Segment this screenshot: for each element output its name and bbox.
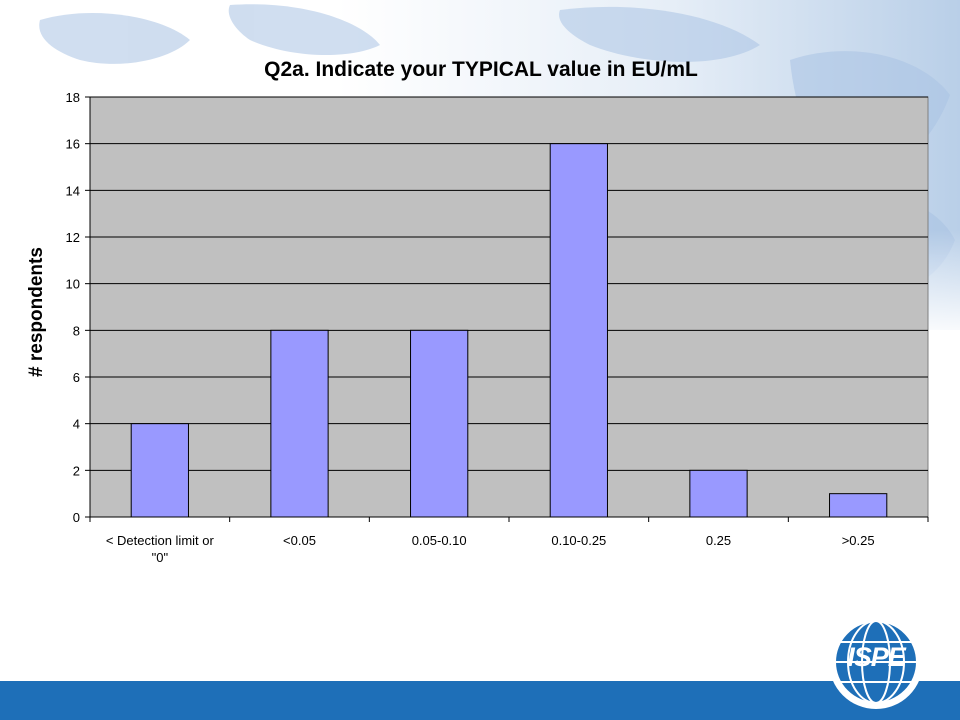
y-tick-label: 0: [73, 510, 80, 525]
bar: [410, 329, 469, 518]
x-tick-label-line: 0.05-0.10: [412, 533, 467, 548]
y-axis-label: # respondents: [26, 247, 47, 377]
x-tick-label: 0.25: [706, 533, 731, 548]
footer-bar: [0, 681, 960, 720]
y-tick-label: 2: [73, 463, 80, 478]
bar: [549, 143, 608, 518]
y-tick-label: 14: [66, 183, 80, 198]
ispe-logo: [829, 615, 923, 709]
y-tick-label: 8: [73, 323, 80, 338]
y-tick-label: 4: [73, 417, 80, 432]
gridlines: [90, 96, 928, 471]
x-tick-label: 0.10-0.25: [551, 533, 606, 548]
bar: [689, 469, 748, 518]
chart-title: Q2a. Indicate your TYPICAL value in EU/m…: [264, 58, 698, 81]
plot-area: [89, 96, 929, 518]
y-tick-label: 12: [66, 230, 80, 245]
ispe-logo-text: ISPE: [847, 642, 906, 672]
x-tick-label-line: < Detection limit or: [106, 533, 215, 548]
x-ticks: < Detection limit or "0" <0.05 0.05-0.10 0.1…: [89, 517, 929, 565]
y-tick-label: 10: [66, 277, 80, 292]
y-tick-label: 16: [66, 137, 80, 152]
x-tick-label: 0.05-0.10: [412, 533, 467, 548]
y-ticks: 0 2 4 6 8 10 12 14 16 18: [66, 90, 90, 525]
x-tick-label: < Detection limit or "0": [106, 533, 215, 565]
x-tick-label-line: <0.05: [283, 533, 316, 548]
bars: [130, 143, 888, 518]
bar: [829, 493, 888, 518]
x-tick-label-line: "0": [152, 550, 169, 565]
y-tick-label: 18: [66, 90, 80, 105]
x-tick-label-line: 0.25: [706, 533, 731, 548]
bar: [130, 423, 189, 518]
x-tick-label: >0.25: [842, 533, 875, 548]
y-tick-label: 6: [73, 370, 80, 385]
x-tick-label-line: 0.10-0.25: [551, 533, 606, 548]
bar: [270, 329, 329, 518]
x-tick-label-line: >0.25: [842, 533, 875, 548]
x-tick-label: <0.05: [283, 533, 316, 548]
